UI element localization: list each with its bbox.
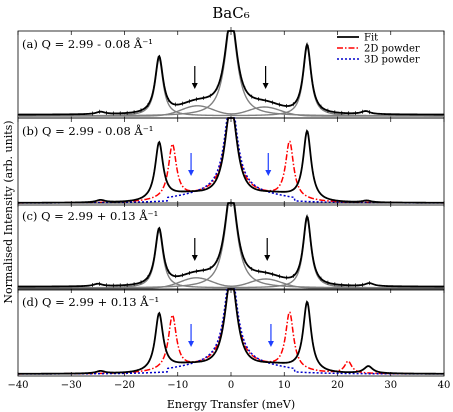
x-tick-label: 0 (228, 380, 234, 391)
arrow-head (264, 255, 271, 261)
chart-title: BaC₆ (212, 4, 249, 22)
arrow-head (191, 255, 198, 261)
component-phonon (17, 217, 444, 289)
legend-entry: Fit (364, 33, 378, 44)
arrow-head (188, 170, 195, 176)
x-tick-label: 40 (438, 380, 451, 391)
panel-b: (b) Q = 2.99 - 0.08 Å⁻¹ (17, 117, 445, 206)
x-tick-label: 10 (278, 380, 291, 391)
panel-label: (b) Q = 2.99 - 0.08 Å⁻¹ (22, 124, 153, 138)
panel-a: (a) Q = 2.99 - 0.08 Å⁻¹ (17, 27, 445, 119)
x-axis-ticks: −40 −30 −20 −10 0 10 20 30 40 (7, 380, 450, 391)
y-axis-label: Normalised Intensity (arb. units) (2, 120, 15, 303)
x-tick-label: 30 (384, 380, 397, 391)
panel-label: (c) Q = 2.99 + 0.13 Å⁻¹ (22, 209, 158, 223)
fit-line (17, 288, 445, 375)
arrow-head (265, 170, 272, 176)
x-tick-label: −30 (61, 380, 82, 391)
arrow-head (188, 341, 195, 347)
panel-c: (c) Q = 2.99 + 0.13 Å⁻¹ (17, 199, 445, 291)
panel-label: (d) Q = 2.99 + 0.13 Å⁻¹ (22, 295, 159, 309)
legend-entry: 3D powder (364, 55, 420, 66)
arrow-head (262, 83, 269, 89)
x-tick-label: −10 (167, 380, 188, 391)
component-phonon (17, 45, 444, 117)
x-tick-label: −20 (114, 380, 135, 391)
panels: (a) Q = 2.99 - 0.08 Å⁻¹ (b) Q = 2.99 - 0.… (17, 27, 445, 377)
arrow-head (191, 83, 198, 89)
x-axis-label: Energy Transfer (meV) (167, 398, 295, 411)
panel-label: (a) Q = 2.99 - 0.08 Å⁻¹ (22, 37, 153, 51)
legend-entry: 2D powder (364, 44, 420, 55)
x-tick-label: −40 (7, 380, 28, 391)
x-tick-label: 20 (331, 380, 344, 391)
arrow-head (267, 341, 274, 347)
fit-line (18, 117, 444, 204)
panel-d: (d) Q = 2.99 + 0.13 Å⁻¹ (17, 288, 445, 377)
